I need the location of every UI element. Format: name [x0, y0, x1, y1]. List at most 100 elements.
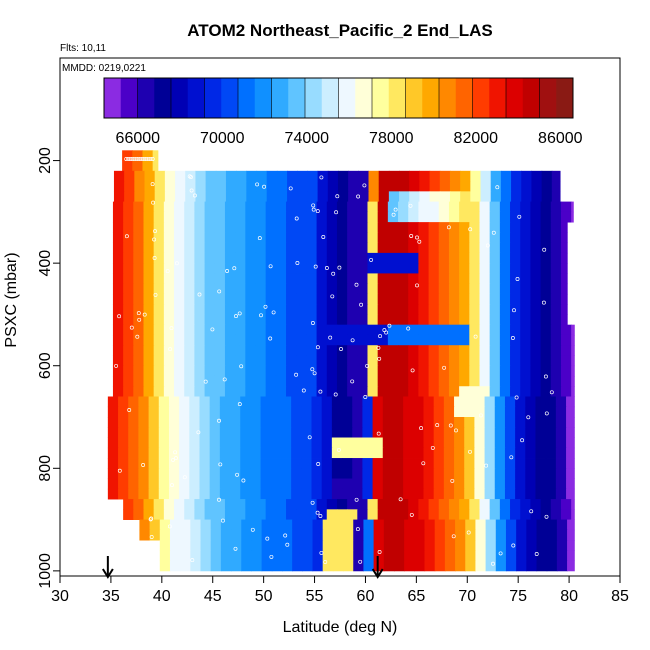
- heat-cell: [469, 499, 481, 510]
- heat-cell: [438, 273, 450, 285]
- heat-cell: [342, 478, 353, 490]
- heat-cell: [353, 550, 365, 562]
- heat-cell: [214, 304, 226, 315]
- data-point: [234, 314, 238, 319]
- y-tick-label: 600: [37, 352, 54, 379]
- heat-cell: [148, 478, 160, 490]
- heat-cell: [550, 386, 562, 397]
- heat-cell: [174, 232, 185, 244]
- heat-cell: [281, 540, 293, 551]
- heat-cell: [251, 529, 263, 541]
- heat-cell: [484, 488, 496, 500]
- heat-cell: [510, 201, 521, 213]
- heat-cell: [306, 314, 318, 326]
- heat-cell: [540, 499, 552, 510]
- heat-cell: [311, 447, 323, 459]
- heat-cell: [302, 560, 314, 572]
- heat-cell: [459, 314, 470, 326]
- heat-cell: [357, 355, 369, 367]
- heat-cell: [195, 170, 207, 182]
- heat-cell: [190, 560, 202, 572]
- heat-cell: [138, 406, 150, 418]
- heat-cell: [112, 375, 124, 387]
- heat-cell: [571, 324, 575, 336]
- heat-cell: [438, 509, 450, 520]
- heat-cell: [521, 170, 533, 182]
- heat-cell: [153, 365, 165, 377]
- heat-cell: [143, 386, 155, 397]
- heat-cell: [184, 345, 195, 356]
- heat-cell: [311, 488, 323, 500]
- heat-cell: [133, 304, 145, 315]
- heat-cell: [448, 386, 460, 397]
- heat-cell: [403, 478, 414, 490]
- heat-cell: [520, 375, 531, 387]
- heat-cell: [387, 386, 399, 397]
- colorbar-swatch: [405, 78, 423, 118]
- heat-cell: [438, 386, 450, 397]
- heat-cell: [321, 468, 333, 479]
- heat-cell: [479, 293, 491, 305]
- heat-cell: [281, 560, 293, 572]
- heat-cell: [479, 283, 491, 295]
- heat-cell: [311, 437, 323, 449]
- heat-cell: [245, 222, 257, 233]
- heat-cell: [133, 211, 145, 223]
- heat-cell: [184, 499, 195, 510]
- heat-cell: [139, 529, 151, 541]
- heat-cell: [357, 499, 369, 510]
- heat-cell: [434, 560, 446, 572]
- heat-cell: [393, 550, 405, 562]
- heat-cell: [438, 263, 450, 274]
- heat-cell: [189, 488, 201, 500]
- heat-cell: [505, 550, 517, 562]
- heat-cell: [418, 232, 430, 244]
- data-point: [307, 435, 312, 440]
- heat-cell: [286, 314, 297, 326]
- heat-cell: [158, 458, 170, 469]
- heat-cell: [158, 468, 170, 479]
- heat-cell: [143, 201, 155, 213]
- heat-cell: [235, 324, 246, 336]
- heat-cell: [326, 283, 338, 295]
- heat-cell: [235, 242, 246, 254]
- heat-cell: [448, 304, 460, 315]
- heat-cell: [336, 273, 348, 285]
- heat-cell: [152, 150, 159, 161]
- heat-cell: [531, 191, 543, 203]
- heat-cell: [251, 560, 263, 572]
- heat-cell: [307, 170, 319, 182]
- heat-cell: [231, 540, 242, 551]
- data-point: [151, 200, 156, 205]
- heat-cell: [372, 447, 384, 459]
- heat-cell: [148, 468, 160, 479]
- heat-cell: [204, 509, 216, 520]
- heat-cell: [194, 242, 206, 254]
- heat-cell: [387, 355, 399, 367]
- heat-cell: [392, 468, 404, 479]
- heat-cell: [566, 488, 575, 500]
- heat-cell: [143, 222, 155, 233]
- data-point: [197, 292, 202, 297]
- heat-cell: [327, 191, 339, 203]
- heat-cell: [322, 550, 334, 562]
- heat-cell: [530, 293, 542, 305]
- heat-cell: [297, 181, 309, 192]
- heat-cell: [455, 519, 466, 531]
- heat-cell: [174, 345, 185, 356]
- heat-cell: [164, 170, 176, 182]
- heat-cell: [423, 478, 435, 490]
- heat-cell: [204, 222, 216, 233]
- heat-cell: [449, 170, 461, 182]
- heat-cell: [204, 345, 216, 356]
- data-point: [173, 450, 178, 455]
- heat-cell: [408, 242, 419, 254]
- heat-cell: [265, 314, 277, 326]
- heat-cell: [306, 242, 318, 254]
- heat-cell: [209, 468, 221, 479]
- x-tick-label: 65: [407, 588, 425, 605]
- heat-cell: [275, 242, 287, 254]
- heat-cell: [485, 519, 497, 531]
- heat-cell: [306, 386, 318, 397]
- heat-cell: [499, 293, 511, 305]
